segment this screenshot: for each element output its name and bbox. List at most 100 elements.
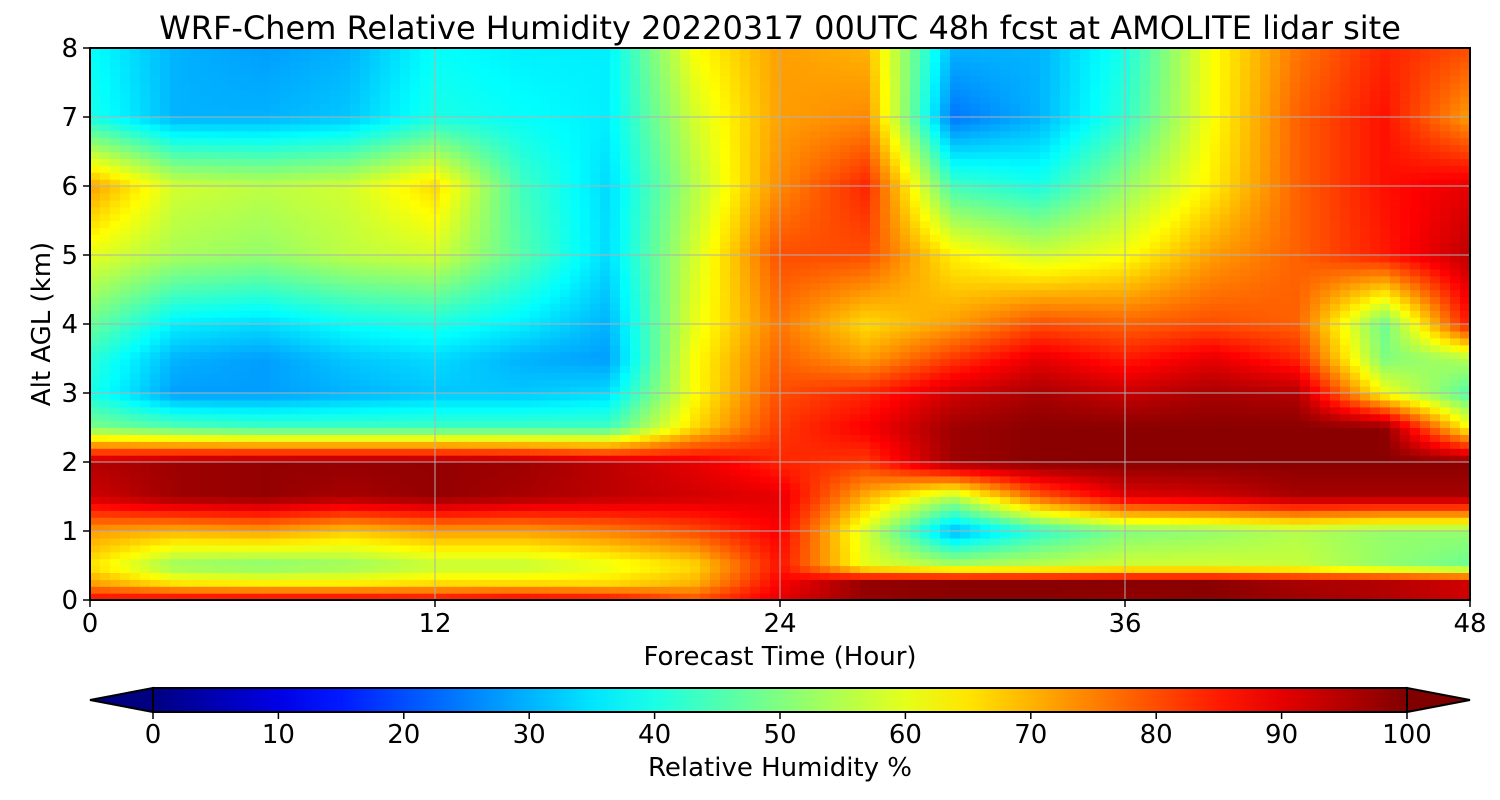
heatmap-cell [240, 413, 251, 422]
heatmap-cell [180, 455, 191, 463]
heatmap-cell [1290, 593, 1301, 600]
heatmap-cell [490, 475, 501, 484]
heatmap-cell [1180, 551, 1191, 560]
heatmap-cell [210, 468, 221, 477]
heatmap-cell [790, 441, 801, 449]
heatmap-cell [870, 517, 881, 525]
heatmap-cell [1410, 441, 1421, 449]
heatmap-cell [730, 448, 741, 456]
heatmap-cell [140, 434, 151, 442]
heatmap-cell [1380, 593, 1391, 600]
heatmap-cell [1130, 489, 1141, 498]
heatmap-cell [1170, 517, 1181, 525]
heatmap-cell [530, 489, 541, 498]
heatmap-cell [400, 358, 411, 366]
heatmap-cell [180, 365, 191, 373]
heatmap-cell [820, 517, 831, 525]
heatmap-cell [470, 393, 481, 401]
heatmap-cell [330, 503, 341, 511]
heatmap-cell [280, 510, 291, 518]
heatmap-cell [1230, 379, 1241, 387]
heatmap-cell [760, 496, 771, 504]
heatmap-cell [1240, 399, 1251, 408]
heatmap-cell [360, 434, 371, 442]
heatmap-cell [680, 420, 691, 429]
heatmap-cell [230, 565, 241, 573]
heatmap-cell [410, 572, 421, 580]
heatmap-cell [710, 510, 721, 518]
heatmap-cell [700, 420, 711, 429]
heatmap-cell [1440, 393, 1451, 401]
heatmap-cell [1300, 579, 1311, 587]
heatmap-cell [800, 475, 811, 484]
heatmap-cell [260, 351, 271, 360]
heatmap-cell [1350, 393, 1361, 401]
heatmap-cell [480, 482, 491, 491]
heatmap-cell [1030, 399, 1041, 408]
heatmap-cell [920, 517, 931, 525]
heatmap-cell [190, 510, 201, 518]
heatmap-cell [1250, 365, 1261, 373]
heatmap-cell [310, 372, 321, 380]
heatmap-cell [190, 434, 201, 442]
heatmap-cell [1090, 496, 1101, 504]
heatmap-cell [380, 482, 391, 491]
heatmap-cell [940, 544, 951, 553]
heatmap-cell [820, 572, 831, 580]
heatmap-cell [810, 531, 821, 539]
heatmap-cell [1050, 379, 1061, 387]
heatmap-cell [630, 448, 641, 456]
heatmap-cell [960, 462, 971, 470]
heatmap-cell [140, 399, 151, 408]
heatmap-cell [330, 496, 341, 504]
heatmap-cell [950, 489, 961, 498]
heatmap-cell [880, 420, 891, 429]
heatmap-cell [1130, 365, 1141, 373]
heatmap-cell [1010, 413, 1021, 422]
heatmap-cell [730, 386, 741, 394]
heatmap-cell [980, 393, 991, 401]
heatmap-cell [410, 427, 421, 435]
heatmap-cell [540, 551, 551, 560]
heatmap-cell [360, 455, 371, 463]
heatmap-cell [1170, 565, 1181, 573]
heatmap-cell [1290, 434, 1301, 442]
heatmap-cell [300, 434, 311, 442]
heatmap-cell [1070, 537, 1081, 546]
heatmap-cell [450, 551, 461, 560]
heatmap-cell [860, 365, 871, 373]
heatmap-cell [1270, 413, 1281, 422]
heatmap-cell [250, 586, 261, 594]
heatmap-cell [1330, 393, 1341, 401]
heatmap-cell [1290, 468, 1301, 477]
heatmap-cell [960, 406, 971, 415]
heatmap-cell [860, 579, 871, 587]
heatmap-cell [640, 413, 651, 422]
heatmap-cell [1230, 420, 1241, 429]
heatmap-cell [1250, 524, 1261, 532]
heatmap-cell [1460, 593, 1470, 600]
heatmap-cell [280, 489, 291, 498]
heatmap-cell [270, 358, 281, 366]
heatmap-cell [240, 441, 251, 449]
heatmap-cell [1090, 510, 1101, 518]
heatmap-cell [720, 593, 731, 600]
heatmap-cell [320, 551, 331, 560]
heatmap-cell [960, 365, 971, 373]
heatmap-cell [720, 413, 731, 422]
heatmap-cell [1030, 448, 1041, 456]
heatmap-cell [800, 399, 811, 408]
heatmap-cell [1450, 503, 1461, 511]
heatmap-cell [190, 558, 201, 567]
heatmap-cell [730, 531, 741, 539]
heatmap-cell [1450, 558, 1461, 567]
heatmap-cell [480, 462, 491, 470]
heatmap-cell [200, 413, 211, 422]
heatmap-cell [790, 593, 801, 600]
heatmap-cell [740, 496, 751, 504]
heatmap-cell [590, 531, 601, 539]
heatmap-cell [360, 448, 371, 456]
heatmap-cell [270, 537, 281, 546]
heatmap-cell [460, 365, 471, 373]
heatmap-cell [500, 544, 511, 553]
